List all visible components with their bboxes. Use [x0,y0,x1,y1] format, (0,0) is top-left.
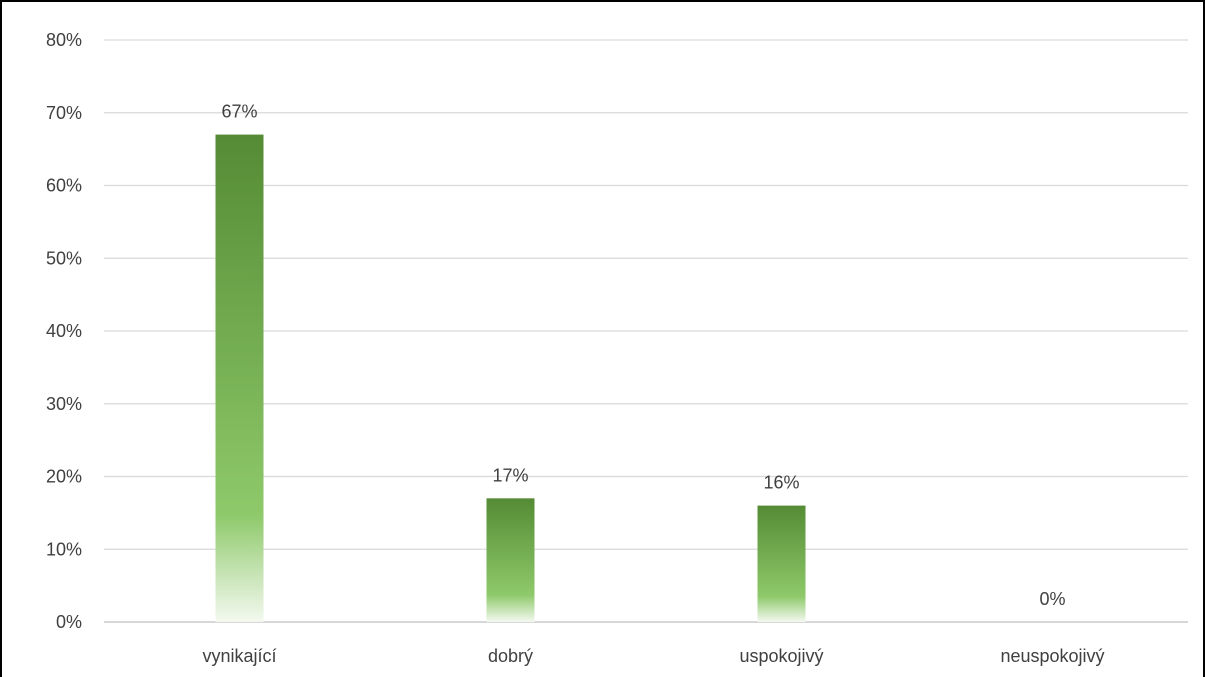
y-tick-label: 40% [46,321,82,341]
bar [757,505,806,622]
data-label: 17% [492,465,528,485]
gridlines [104,39,1188,623]
data-label: 16% [763,473,799,493]
category-label: neuspokojivý [1000,646,1104,666]
data-label: 0% [1039,589,1065,609]
y-tick-label: 20% [46,467,82,487]
category-label: vynikající [202,646,276,666]
y-axis-tick-labels: 0% 10% 20% 30% 40% 50% 60% 70% 80% [46,30,82,632]
bar [215,134,264,622]
y-tick-label: 0% [56,612,82,632]
category-label: dobrý [488,646,533,666]
data-label: 67% [221,102,257,122]
y-tick-label: 10% [46,539,82,559]
data-labels: 67% 17% 16% 0% [221,102,1065,609]
x-axis-category-labels: vynikající dobrý uspokojivý neuspokojivý [202,646,1104,666]
bar [486,498,535,622]
bars [215,134,806,622]
y-tick-label: 70% [46,103,82,123]
y-tick-label: 30% [46,394,82,414]
y-tick-label: 60% [46,176,82,196]
y-tick-label: 50% [46,248,82,268]
y-tick-label: 80% [46,30,82,50]
category-label: uspokojivý [739,646,823,666]
